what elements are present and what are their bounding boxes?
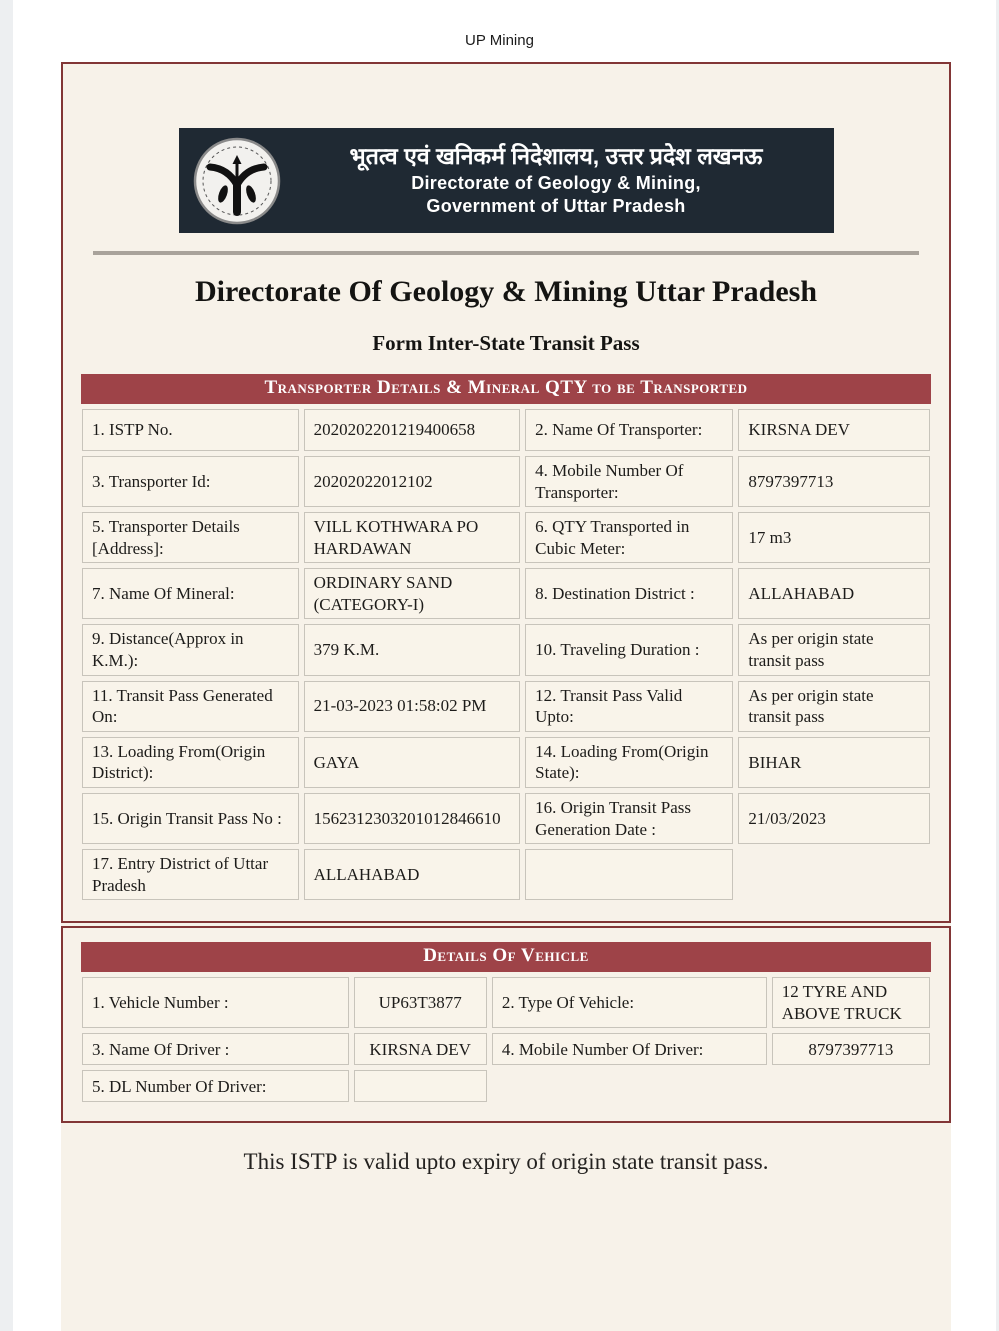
field-label: 4. Mobile Number Of Transporter:: [525, 456, 734, 508]
field-label: 11. Transit Pass Generated On:: [82, 680, 299, 732]
validity-note: This ISTP is valid upto expiry of origin…: [243, 1149, 769, 1175]
divider: [93, 251, 919, 255]
field-value: 12 TYRE AND ABOVE TRUCK: [771, 977, 930, 1029]
table-row: 9. Distance(Approx in K.M.): 379 K.M. 10…: [82, 624, 930, 676]
transporter-section-heading: Transporter Details & Mineral QTY to be …: [81, 374, 931, 404]
field-value: 2020202201219400658: [303, 409, 521, 451]
field-value: 1562312303201012846610: [303, 792, 521, 845]
field-label: 5. DL Number Of Driver:: [82, 1070, 349, 1103]
field-value: ALLAHABAD: [303, 849, 521, 901]
field-value: KIRSNA DEV: [738, 409, 930, 451]
empty-cell: [353, 1070, 487, 1103]
field-label: 3. Name Of Driver :: [82, 1033, 349, 1066]
field-value: VILL KOTHWARA PO HARDAWAN: [303, 512, 521, 564]
field-value: 8797397713: [771, 1033, 930, 1066]
field-value: UP63T3877: [353, 977, 487, 1029]
field-label: 6. QTY Transported in Cubic Meter:: [525, 512, 734, 564]
field-label: 7. Name Of Mineral:: [82, 568, 299, 620]
field-label: 8. Destination District :: [525, 568, 734, 620]
table-row: 1. Vehicle Number : UP63T3877 2. Type Of…: [82, 977, 930, 1029]
org-title-english-line1: Directorate of Geology & Mining,: [411, 173, 701, 194]
field-label: 4. Mobile Number Of Driver:: [491, 1033, 767, 1066]
org-title-hindi: भूतत्व एवं खनिकर्म निदेशालय, उत्तर प्रदे…: [349, 143, 763, 170]
field-value: 379 K.M.: [303, 624, 521, 676]
field-value: As per origin state transit pass: [738, 680, 930, 732]
field-label: 1. Vehicle Number :: [82, 977, 349, 1029]
vehicle-section-heading: Details Of Vehicle: [81, 942, 931, 973]
transit-pass-document: भूतत्व एवं खनिकर्म निदेशालय, उत्तर प्रदे…: [61, 62, 951, 1331]
field-label: 2. Type Of Vehicle:: [491, 977, 767, 1029]
field-label: 3. Transporter Id:: [82, 456, 299, 508]
field-label: 5. Transporter Details [Address]:: [82, 512, 299, 564]
field-label: 10. Traveling Duration :: [525, 624, 734, 676]
org-banner-text: भूतत्व एवं खनिकर्म निदेशालय, उत्तर प्रदे…: [293, 142, 820, 219]
table-row: 13. Loading From(Origin District): GAYA …: [82, 736, 930, 788]
org-title-english-line2: Government of Uttar Pradesh: [426, 196, 686, 217]
app-title: UP Mining: [465, 32, 534, 49]
blank-area: [492, 1070, 767, 1102]
form-name: Form Inter-State Transit Pass: [372, 331, 640, 355]
left-edge-strip: [0, 0, 13, 1331]
transporter-table: 1. ISTP No. 2020202201219400658 2. Name …: [77, 404, 935, 905]
org-banner: भूतत्व एवं खनिकर्म निदेशालय, उत्तर प्रदे…: [178, 128, 834, 233]
field-label: 16. Origin Transit Pass Generation Date …: [525, 792, 734, 845]
field-label: 14. Loading From(Origin State):: [525, 736, 734, 788]
blank-area: [738, 849, 930, 900]
field-label: 9. Distance(Approx in K.M.):: [82, 624, 299, 676]
field-value: BIHAR: [738, 736, 930, 788]
field-label: 12. Transit Pass Valid Upto:: [525, 680, 734, 732]
table-row: 11. Transit Pass Generated On: 21-03-202…: [82, 680, 930, 732]
field-value: 21/03/2023: [738, 792, 930, 845]
table-row: 15. Origin Transit Pass No : 15623123032…: [82, 792, 930, 845]
field-label: 1. ISTP No.: [82, 409, 299, 451]
vehicle-section-box: Details Of Vehicle 1. Vehicle Number : U…: [61, 926, 951, 1124]
field-value: KIRSNA DEV: [353, 1033, 487, 1066]
table-row: 5. DL Number Of Driver:: [82, 1070, 930, 1103]
blank-area: [772, 1070, 930, 1102]
field-value: 20202022012102: [303, 456, 521, 508]
field-value: ORDINARY SAND (CATEGORY-I): [303, 568, 521, 620]
field-value: 8797397713: [738, 456, 930, 508]
table-row: 5. Transporter Details [Address]: VILL K…: [82, 512, 930, 564]
document-title: Directorate Of Geology & Mining Uttar Pr…: [194, 275, 818, 308]
field-value: GAYA: [303, 736, 521, 788]
field-label: 17. Entry District of Uttar Pradesh: [82, 849, 299, 901]
table-row: 17. Entry District of Uttar Pradesh ALLA…: [82, 849, 930, 901]
field-value: ALLAHABAD: [738, 568, 930, 620]
field-label: 13. Loading From(Origin District):: [82, 736, 299, 788]
table-row: 7. Name Of Mineral: ORDINARY SAND (CATEG…: [82, 568, 930, 620]
field-value: 21-03-2023 01:58:02 PM: [303, 680, 521, 732]
empty-cell: [525, 849, 734, 901]
transporter-section-box: भूतत्व एवं खनिकर्म निदेशालय, उत्तर प्रदे…: [61, 62, 951, 924]
field-value: 17 m3: [738, 512, 930, 564]
up-emblem-icon: [193, 137, 280, 224]
field-label: 15. Origin Transit Pass No :: [82, 792, 299, 845]
table-row: 3. Transporter Id: 20202022012102 4. Mob…: [82, 456, 930, 508]
field-label: 2. Name Of Transporter:: [525, 409, 734, 451]
table-row: 1. ISTP No. 2020202201219400658 2. Name …: [82, 409, 930, 451]
right-edge-strip: [996, 0, 999, 1331]
field-value: As per origin state transit pass: [738, 624, 930, 676]
vehicle-table: 1. Vehicle Number : UP63T3877 2. Type Of…: [77, 972, 935, 1107]
table-row: 3. Name Of Driver : KIRSNA DEV 4. Mobile…: [82, 1033, 930, 1066]
